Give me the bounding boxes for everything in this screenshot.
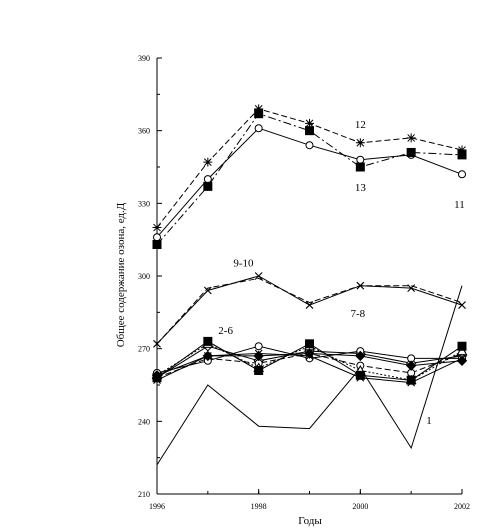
- y-tick-label: 360: [138, 127, 150, 136]
- annotation-label: 2-6: [218, 325, 233, 337]
- x-tick-label: 2002: [454, 502, 470, 511]
- data-point: [304, 348, 315, 359]
- y-tick-label: 240: [138, 417, 150, 426]
- data-point: [406, 133, 416, 143]
- data-point: [406, 375, 416, 385]
- data-point: [152, 373, 162, 383]
- y-tick-label: 390: [138, 54, 150, 63]
- data-point: [152, 240, 162, 250]
- x-tick-label: 2000: [352, 502, 368, 511]
- data-point: [356, 155, 365, 164]
- data-point: [203, 157, 213, 167]
- data-point: [458, 301, 466, 309]
- data-point: [203, 181, 213, 191]
- series-12: [152, 104, 467, 233]
- annotation-label: 12: [355, 119, 366, 131]
- data-point: [355, 370, 365, 380]
- data-point: [253, 350, 264, 362]
- annotation-label: 13: [355, 182, 367, 194]
- data-point: [406, 147, 416, 157]
- data-point: [254, 104, 264, 114]
- data-point: [153, 233, 161, 242]
- data-point: [152, 223, 162, 233]
- series-11: [153, 124, 466, 242]
- data-point: [355, 138, 365, 148]
- data-point: [305, 301, 314, 309]
- data-point: [305, 141, 314, 150]
- y-tick-label: 210: [138, 490, 150, 499]
- data-point: [254, 342, 263, 351]
- data-point: [355, 350, 366, 362]
- data-point: [254, 124, 263, 133]
- axes: 210 240 270 300 330 360 390 1996 1998 2000 2002: [138, 54, 470, 511]
- data-point: [456, 355, 468, 366]
- data-point: [203, 336, 213, 346]
- data-point: [305, 118, 314, 128]
- data-point: [305, 339, 314, 349]
- data-point: [254, 109, 264, 119]
- data-point: [457, 145, 467, 155]
- series-8: [152, 336, 467, 385]
- data-point: [203, 286, 212, 295]
- data-point: [254, 272, 263, 280]
- data-point: [202, 350, 214, 362]
- x-tick-label: 1998: [251, 502, 267, 511]
- series-9: [153, 272, 466, 348]
- series-1: [156, 285, 463, 466]
- annotation-label: 1: [426, 415, 432, 427]
- annotations: 12 13 11 9-10 2-6 7-8 1: [218, 119, 464, 427]
- series-line: [156, 285, 463, 466]
- data-point: [254, 365, 264, 375]
- series-line: [156, 275, 463, 345]
- data-point: [305, 126, 314, 136]
- data-point: [457, 150, 467, 160]
- annotation-label: 11: [454, 199, 465, 211]
- series-line: [156, 277, 463, 345]
- series-13: [152, 109, 467, 250]
- series-10: [156, 277, 463, 345]
- x-tick-label: 1996: [149, 502, 165, 511]
- data-point: [405, 360, 417, 371]
- annotation-label: 9-10: [233, 257, 254, 269]
- annotation-label: 7-8: [350, 308, 365, 320]
- data-point: [355, 162, 365, 172]
- data-point: [458, 170, 466, 179]
- x-axis-title: Годы: [298, 515, 322, 527]
- series-7: [151, 348, 468, 381]
- y-tick-label: 330: [138, 199, 150, 208]
- data-point: [407, 284, 416, 292]
- series-layer: [151, 104, 468, 466]
- y-tick-label: 300: [138, 272, 150, 281]
- y-tick-label: 270: [138, 345, 150, 354]
- y-axis-title: Общее содержание озона, ед.Д: [115, 202, 127, 347]
- data-point: [203, 175, 212, 184]
- data-point: [457, 341, 467, 351]
